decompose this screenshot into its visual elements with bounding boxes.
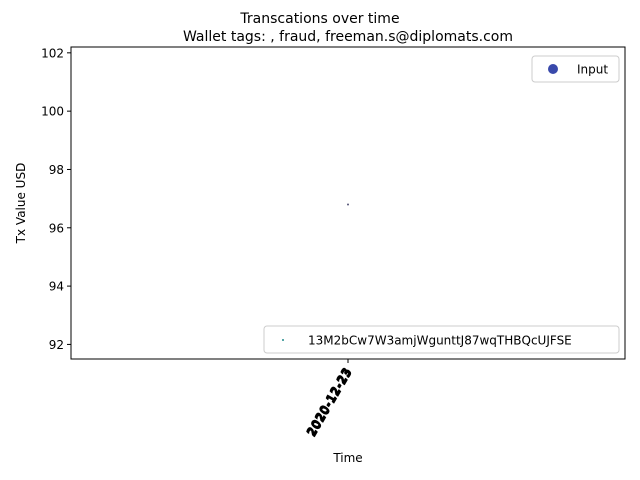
legend-series: 13M2bCw7W3amjWgunttJ87wqTHBQcUJFSE (263, 325, 620, 354)
y-tick-label: 98 (49, 163, 64, 177)
data-point (347, 203, 349, 206)
chart-suptitle: Transcations over time (239, 11, 399, 27)
y-tick-label: 102 (41, 46, 64, 60)
legend-input-label: Input (577, 63, 608, 77)
chart-title: Wallet tags: , fraud, freeman.s@diplomat… (183, 29, 513, 45)
y-tick-label: 100 (41, 105, 64, 119)
y-axis: 92 94 96 98 100 102 (41, 46, 71, 352)
legend-series-marker (282, 339, 284, 341)
legend-series-box (263, 325, 620, 354)
x-axis-label: Time (332, 451, 362, 465)
plot-area-frame (70, 46, 626, 360)
legend-input-marker (548, 64, 558, 74)
y-tick-label: 94 (49, 280, 64, 294)
y-tick-label: 96 (49, 221, 64, 235)
data-points (347, 203, 349, 206)
y-axis-label: Tx Value USD (14, 163, 28, 245)
legend-input: Input (531, 55, 620, 83)
legend-input-box (531, 55, 620, 83)
x-tick-label: 2020-12-23 (305, 366, 356, 439)
y-tick-label: 92 (49, 338, 64, 352)
legend-series-label: 13M2bCw7W3amjWgunttJ87wqTHBQcUJFSE (308, 334, 572, 348)
